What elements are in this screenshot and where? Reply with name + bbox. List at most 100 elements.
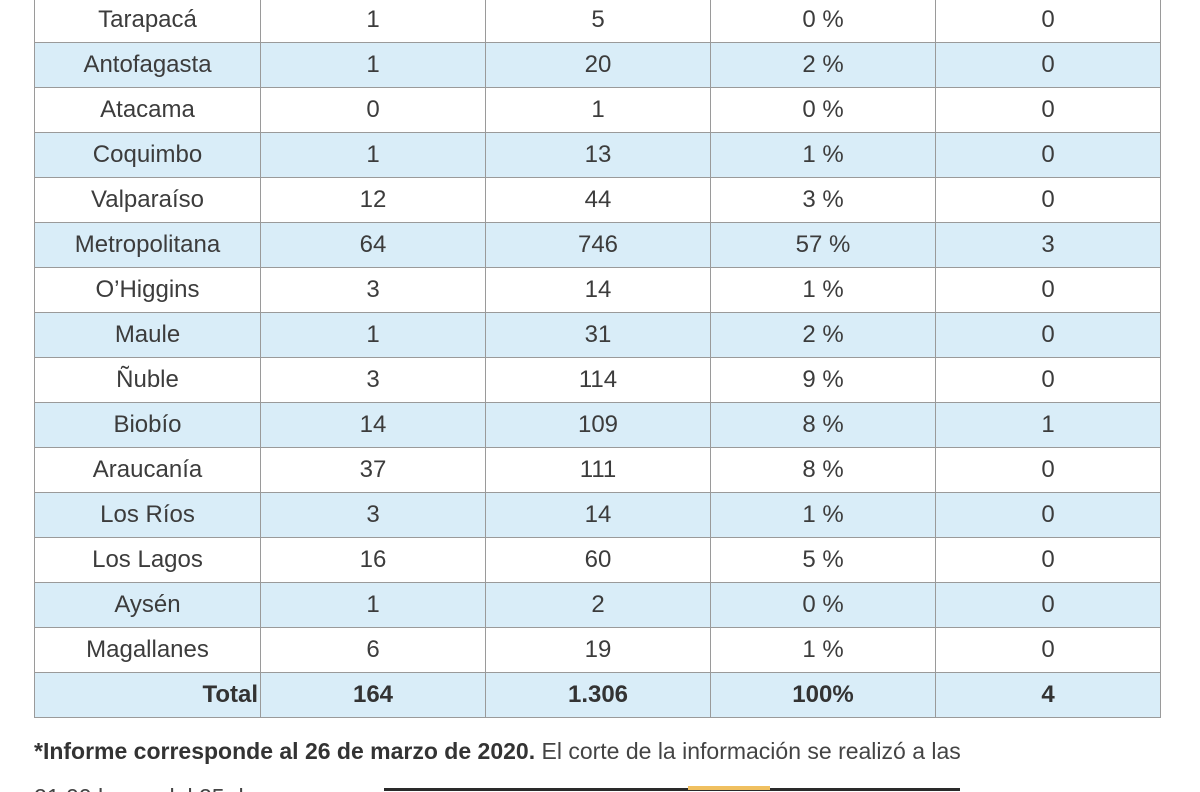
table-row: Maule 1 31 2 % 0 — [34, 312, 1161, 358]
value-cell: 2 — [485, 582, 711, 628]
value-cell: 3 — [260, 492, 486, 538]
value-cell: 0 — [935, 582, 1161, 628]
report-footnote: *Informe corresponde al 26 de marzo de 2… — [34, 728, 1174, 792]
value-cell: 0 — [935, 267, 1161, 313]
divider-rule — [384, 788, 960, 791]
value-cell: 0 — [260, 87, 486, 133]
percent-cell: 57 % — [710, 222, 936, 268]
table-row: Aysén 1 2 0 % 0 — [34, 582, 1161, 628]
percent-cell: 0 % — [710, 0, 936, 43]
percent-cell: 1 % — [710, 132, 936, 178]
percent-cell: 1 % — [710, 267, 936, 313]
value-cell: 0 — [935, 312, 1161, 358]
percent-cell: 9 % — [710, 357, 936, 403]
percent-cell: 3 % — [710, 177, 936, 223]
region-cell: Los Ríos — [34, 492, 261, 538]
value-cell: 14 — [485, 492, 711, 538]
value-cell: 0 — [935, 177, 1161, 223]
region-cell: Metropolitana — [34, 222, 261, 268]
table-row: Los Lagos 16 60 5 % 0 — [34, 537, 1161, 583]
percent-cell: 8 % — [710, 402, 936, 448]
value-cell: 60 — [485, 537, 711, 583]
value-cell: 12 — [260, 177, 486, 223]
footnote-cutoff-text: El corte de la información se realizó a … — [535, 738, 961, 764]
percent-cell: 8 % — [710, 447, 936, 493]
region-cell: Los Lagos — [34, 537, 261, 583]
value-cell: 44 — [485, 177, 711, 223]
percent-cell: 0 % — [710, 582, 936, 628]
regional-cases-table: Tarapacá 1 5 0 % 0 Antofagasta 1 20 2 % … — [34, 0, 1161, 718]
value-cell: 3 — [260, 267, 486, 313]
value-cell: 1 — [260, 582, 486, 628]
total-value-cell: 1.306 — [485, 672, 711, 718]
value-cell: 0 — [935, 42, 1161, 88]
value-cell: 64 — [260, 222, 486, 268]
value-cell: 16 — [260, 537, 486, 583]
value-cell: 14 — [260, 402, 486, 448]
value-cell: 0 — [935, 537, 1161, 583]
value-cell: 14 — [485, 267, 711, 313]
table-row: Biobío 14 109 8 % 1 — [34, 402, 1161, 448]
region-cell: O’Higgins — [34, 267, 261, 313]
region-cell: Araucanía — [34, 447, 261, 493]
table-row: Los Ríos 3 14 1 % 0 — [34, 492, 1161, 538]
table-row: Valparaíso 12 44 3 % 0 — [34, 177, 1161, 223]
value-cell: 0 — [935, 627, 1161, 673]
value-cell: 746 — [485, 222, 711, 268]
value-cell: 109 — [485, 402, 711, 448]
percent-cell: 5 % — [710, 537, 936, 583]
value-cell: 0 — [935, 87, 1161, 133]
footnote-date-note: *Informe corresponde al 26 de marzo de 2… — [34, 738, 536, 764]
table-row: O’Higgins 3 14 1 % 0 — [34, 267, 1161, 313]
table-row: Coquimbo 1 13 1 % 0 — [34, 132, 1161, 178]
total-row: Total 164 1.306 100% 4 — [34, 672, 1161, 718]
value-cell: 0 — [935, 357, 1161, 403]
table-row: Tarapacá 1 5 0 % 0 — [34, 0, 1161, 43]
value-cell: 111 — [485, 447, 711, 493]
percent-cell: 1 % — [710, 492, 936, 538]
total-percent-cell: 100% — [710, 672, 936, 718]
table-row: Magallanes 6 19 1 % 0 — [34, 627, 1161, 673]
region-cell: Antofagasta — [34, 42, 261, 88]
value-cell: 1 — [260, 0, 486, 43]
region-cell: Coquimbo — [34, 132, 261, 178]
table-row: Antofagasta 1 20 2 % 0 — [34, 42, 1161, 88]
region-cell: Aysén — [34, 582, 261, 628]
region-cell: Magallanes — [34, 627, 261, 673]
region-cell: Tarapacá — [34, 0, 261, 43]
table-row: Araucanía 37 111 8 % 0 — [34, 447, 1161, 493]
value-cell: 6 — [260, 627, 486, 673]
percent-cell: 2 % — [710, 42, 936, 88]
value-cell: 3 — [260, 357, 486, 403]
value-cell: 5 — [485, 0, 711, 43]
value-cell: 20 — [485, 42, 711, 88]
table-row: Atacama 0 1 0 % 0 — [34, 87, 1161, 133]
total-value-cell: 4 — [935, 672, 1161, 718]
value-cell: 3 — [935, 222, 1161, 268]
region-cell: Biobío — [34, 402, 261, 448]
region-cell: Ñuble — [34, 357, 261, 403]
percent-cell: 2 % — [710, 312, 936, 358]
percent-cell: 1 % — [710, 627, 936, 673]
total-label: Total — [34, 672, 261, 718]
table-row: Metropolitana 64 746 57 % 3 — [34, 222, 1161, 268]
value-cell: 0 — [935, 492, 1161, 538]
value-cell: 0 — [935, 132, 1161, 178]
divider-accent — [688, 786, 770, 790]
value-cell: 1 — [260, 312, 486, 358]
table-row: Ñuble 3 114 9 % 0 — [34, 357, 1161, 403]
total-value-cell: 164 — [260, 672, 486, 718]
region-cell: Maule — [34, 312, 261, 358]
value-cell: 1 — [935, 402, 1161, 448]
value-cell: 114 — [485, 357, 711, 403]
value-cell: 0 — [935, 447, 1161, 493]
value-cell: 37 — [260, 447, 486, 493]
value-cell: 31 — [485, 312, 711, 358]
footnote-cutoff-time: 21:00 horas del 25 de marzo. — [34, 774, 1174, 792]
region-cell: Valparaíso — [34, 177, 261, 223]
value-cell: 1 — [260, 132, 486, 178]
value-cell: 1 — [485, 87, 711, 133]
percent-cell: 0 % — [710, 87, 936, 133]
value-cell: 0 — [935, 0, 1161, 43]
